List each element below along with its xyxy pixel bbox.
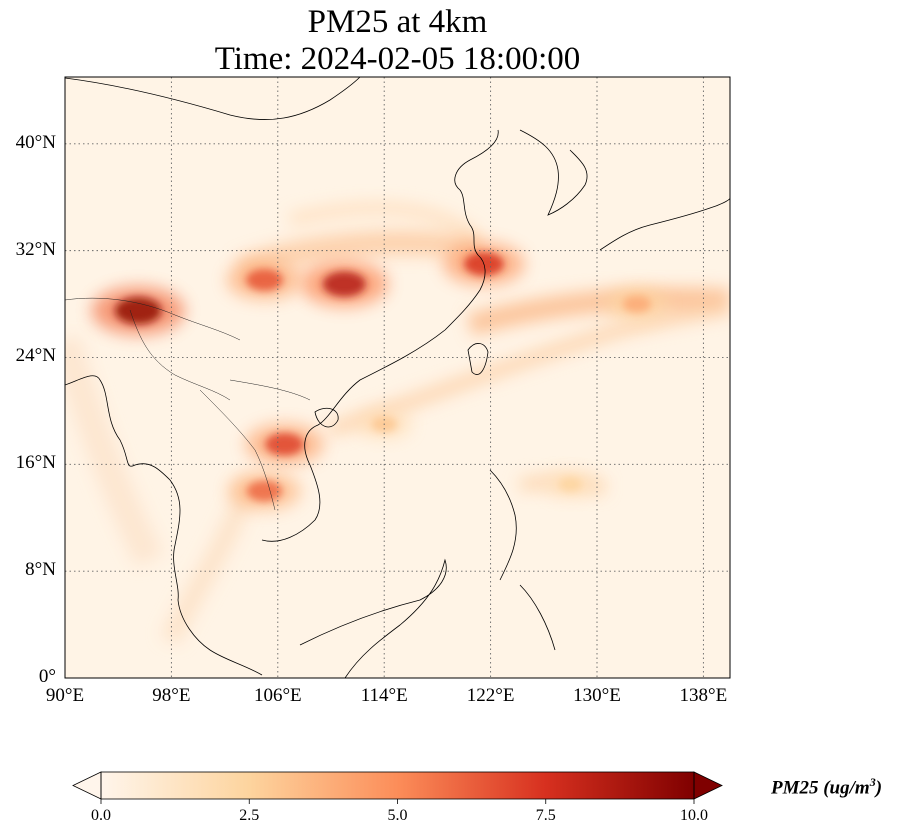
plume-philippine-sea <box>544 470 596 499</box>
map-frame <box>64 76 731 679</box>
lon-tick-label-5: 130°E <box>573 685 621 706</box>
plume-laos <box>228 472 301 511</box>
colorbar-label: PM25 (ug/m3) <box>770 775 883 799</box>
pm25-plumes <box>91 242 667 511</box>
lat-tick-label-1: 8°N <box>25 559 56 581</box>
colorbar <box>72 771 723 804</box>
lat-tick-label-3: 24°N <box>15 345 56 367</box>
plume-pacific-band <box>606 288 667 321</box>
colorbar-tick-label-0: 0.0 <box>91 807 111 824</box>
plume-north-vietnam <box>245 423 324 465</box>
colorbar-extend-min <box>72 771 102 800</box>
map-area <box>65 77 730 678</box>
graticule <box>65 77 730 678</box>
country-borders <box>65 297 311 511</box>
colorbar-gradient <box>101 772 694 799</box>
map-title-line-2: Time: 2024-02-05 18:00:00 <box>214 41 581 77</box>
lon-tick-label-4: 122°E <box>466 685 515 706</box>
lon-tick-label-0: 90°E <box>45 685 85 706</box>
map-title-line-1: PM25 at 4km <box>307 4 488 40</box>
coastlines <box>65 77 730 678</box>
plume-tibet-hotspot <box>91 286 185 335</box>
plume-central-china <box>300 261 388 307</box>
lat-tick-label-4: 32°N <box>15 238 56 260</box>
lon-tick-label-3: 114°E <box>360 685 408 706</box>
colorbar-extend-max <box>693 771 723 800</box>
map-background <box>65 77 730 678</box>
lat-tick-label-2: 16°N <box>15 452 56 474</box>
lon-tick-label-2: 106°E <box>253 685 302 706</box>
colorbar-tick-label-4: 10.0 <box>680 807 708 824</box>
pollution-field <box>65 202 730 645</box>
lat-tick-label-5: 40°N <box>15 131 56 153</box>
plume-central-china-west <box>227 260 302 300</box>
colorbar-tick-label-3: 7.5 <box>535 807 556 824</box>
colorbar-tick-label-1: 2.5 <box>239 807 260 824</box>
lon-tick-label-1: 98°E <box>152 685 191 706</box>
lat-tick-label-0: 0° <box>38 666 56 687</box>
lon-tick-label-6: 138°E <box>679 685 728 706</box>
colorbar-tick-label-2: 5.0 <box>387 807 408 824</box>
